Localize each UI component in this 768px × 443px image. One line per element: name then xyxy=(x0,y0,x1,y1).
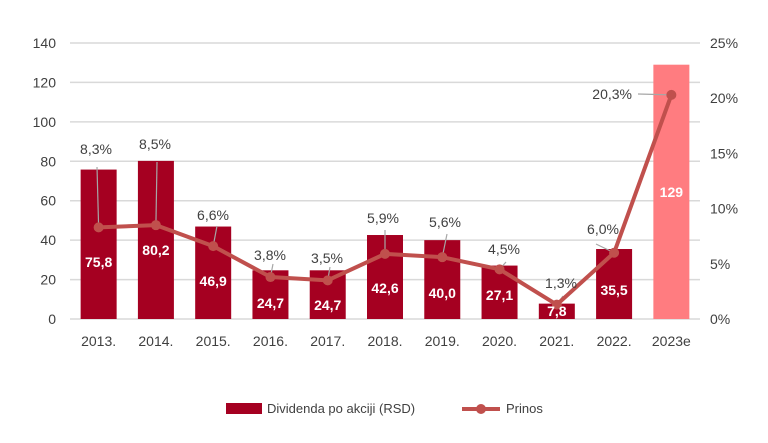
bar-value-label: 24,7 xyxy=(314,297,341,313)
yield-marker xyxy=(93,222,104,233)
yield-label: 6,0% xyxy=(587,221,619,237)
x-tick-label: 2021. xyxy=(539,333,574,349)
x-tick-label: 2015. xyxy=(196,333,231,349)
yield-labels: 8,3% 8,5% 6,6% 3,8% 3,5% 5,9% 5,6% 4,5% 1,3% 6,0%… xyxy=(80,86,632,291)
right-tick-label: 25% xyxy=(710,35,738,51)
yield-label: 8,3% xyxy=(80,141,112,157)
yield-marker xyxy=(150,220,161,231)
yield-label: 3,8% xyxy=(254,247,286,263)
left-tick-label: 0 xyxy=(48,311,56,327)
bar-value-label: 80,2 xyxy=(142,242,169,258)
yield-label: 1,3% xyxy=(545,275,577,291)
yield-marker xyxy=(609,247,620,258)
bar-value-label: 75,8 xyxy=(85,254,112,270)
x-tick-label: 2013. xyxy=(81,333,116,349)
left-tick-label: 60 xyxy=(40,193,56,209)
legend-bar-swatch xyxy=(226,403,262,414)
left-tick-label: 20 xyxy=(40,272,56,288)
yield-label: 5,6% xyxy=(429,214,461,230)
bar xyxy=(596,249,633,319)
yield-marker xyxy=(208,241,219,252)
x-tick-label: 2014. xyxy=(138,333,173,349)
bar-value-label: 40,0 xyxy=(429,285,456,301)
leader-line xyxy=(96,166,100,228)
yield-label: 6,6% xyxy=(197,207,229,223)
left-tick-label: 40 xyxy=(40,232,56,248)
right-tick-label: 15% xyxy=(710,145,738,161)
bar-value-label: 27,1 xyxy=(486,287,513,303)
yield-marker xyxy=(494,264,505,275)
bar xyxy=(80,169,117,319)
bar-value-label: 24,7 xyxy=(257,295,284,311)
yield-label: 5,9% xyxy=(367,210,399,226)
right-tick-label: 0% xyxy=(710,311,730,327)
bar xyxy=(137,160,174,319)
yield-label: 20,3% xyxy=(592,86,632,102)
legend-line-marker xyxy=(476,404,486,414)
bar-value-label: 46,9 xyxy=(200,273,227,289)
yield-marker xyxy=(380,248,390,259)
right-axis-ticks: 0% 5% 10% 15% 20% 25% xyxy=(710,35,738,327)
x-tick-label: 2018. xyxy=(367,333,402,349)
bar-value-label: 7,8 xyxy=(547,303,567,319)
yield-marker xyxy=(666,89,677,100)
yield-marker xyxy=(322,275,333,286)
left-tick-label: 100 xyxy=(33,114,57,130)
bar xyxy=(424,240,461,319)
leader-line xyxy=(155,161,158,226)
left-tick-label: 120 xyxy=(33,74,57,90)
leader-line xyxy=(637,93,672,96)
legend-bar-label: Dividenda po akciji (RSD) xyxy=(267,401,415,416)
x-tick-label: 2016. xyxy=(253,333,288,349)
left-axis-ticks: 0 20 40 60 80 100 120 140 xyxy=(33,35,57,327)
yield-label: 3,5% xyxy=(311,250,343,266)
bars xyxy=(80,64,690,319)
x-tick-label: 2022. xyxy=(597,333,632,349)
bar-value-label: 129 xyxy=(660,184,684,200)
left-tick-label: 80 xyxy=(40,153,56,169)
yield-label: 4,5% xyxy=(488,241,520,257)
x-tick-label: 2017. xyxy=(310,333,345,349)
legend-line-label: Prinos xyxy=(506,401,543,416)
yield-line xyxy=(93,89,677,310)
bar xyxy=(653,64,690,319)
right-tick-label: 5% xyxy=(710,256,730,272)
bar-value-label: 42,6 xyxy=(371,280,398,296)
bar-value-label: 35,5 xyxy=(600,282,627,298)
left-tick-label: 140 xyxy=(33,35,57,51)
right-tick-label: 10% xyxy=(710,201,738,217)
bar-value-labels: 75,8 80,2 46,9 24,7 24,7 42,6 40,0 27,1 7,8 35,5 1… xyxy=(85,184,683,319)
yield-marker xyxy=(437,252,448,263)
x-axis-labels: 2013. 2014. 2015. 2016. 2017. 2018. 2019. 2020.… xyxy=(81,333,691,349)
yield-label: 8,5% xyxy=(139,136,171,152)
x-tick-label: 2023e xyxy=(652,333,691,349)
yield-marker xyxy=(265,272,276,283)
yield-marker xyxy=(551,299,562,310)
x-tick-label: 2020. xyxy=(482,333,517,349)
right-tick-label: 20% xyxy=(710,90,738,106)
legend: Dividenda po akciji (RSD) Prinos xyxy=(226,401,543,416)
bar xyxy=(538,303,575,319)
x-tick-label: 2019. xyxy=(425,333,460,349)
